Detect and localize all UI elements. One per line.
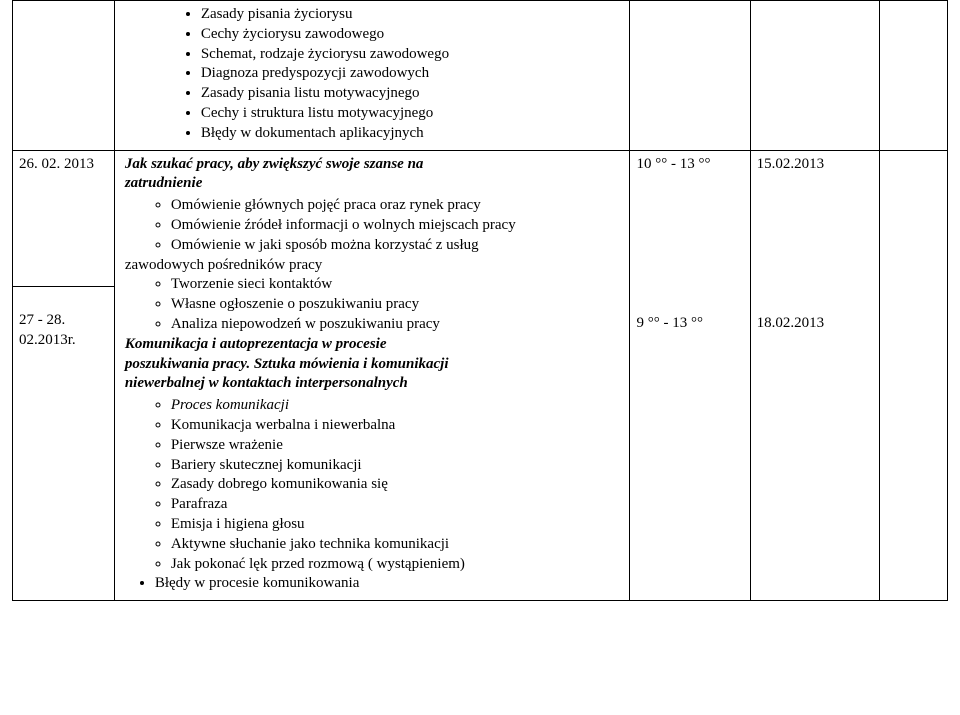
list-item: Błędy w procesie komunikowania bbox=[155, 574, 624, 594]
section-title: Komunikacja i autoprezentacja w procesie… bbox=[125, 335, 624, 394]
date-text: 26. 02. 2013 bbox=[19, 156, 94, 172]
list-item: Bariery skutecznej komunikacji bbox=[171, 456, 624, 476]
due-text: 15.02.2013 bbox=[757, 155, 873, 175]
section-title: Jak szukać pracy, aby zwiększyć swoje sz… bbox=[125, 155, 624, 195]
table-row: 26. 02. 2013 Jak szukać pracy, aby zwięk… bbox=[13, 150, 948, 287]
list-item: Analiza niepowodzeń w poszukiwaniu pracy bbox=[171, 315, 624, 335]
list-item: Jak pokonać lęk przed rozmową ( wystąpie… bbox=[171, 555, 624, 575]
list-item: Tworzenie sieci kontaktów bbox=[171, 275, 624, 295]
list-item: Własne ogłoszenie o poszukiwaniu pracy bbox=[171, 295, 624, 315]
time-text: 10 °° - 13 °° bbox=[636, 155, 743, 175]
cell-date: 27 - 28. 02.2013r. bbox=[13, 287, 115, 601]
bullet-list: Błędy w procesie komunikowania bbox=[121, 574, 624, 594]
time-text: 9 °° - 13 °° bbox=[636, 314, 743, 334]
table-row: Zasady pisania życiorysu Cechy życiorysu… bbox=[13, 1, 948, 151]
cell-due bbox=[750, 1, 879, 151]
list-item: Zasady pisania życiorysu bbox=[201, 5, 624, 25]
title-line: niewerbalnej w kontaktach interpersonaln… bbox=[125, 375, 408, 391]
list-item: Pierwsze wrażenie bbox=[171, 436, 624, 456]
cell-empty bbox=[879, 150, 947, 601]
list-item: Omówienie źródeł informacji o wolnych mi… bbox=[171, 216, 624, 236]
title-line: Jak szukać pracy, aby zwiększyć swoje sz… bbox=[125, 156, 424, 172]
list-item: Omówienie głównych pojęć praca oraz ryne… bbox=[171, 196, 624, 216]
list-item: Cechy i struktura listu motywacyjnego bbox=[201, 104, 624, 124]
continuation-line: zawodowych pośredników pracy bbox=[125, 256, 624, 276]
list-item: Aktywne słuchanie jako technika komunika… bbox=[171, 535, 624, 555]
bullet-list: Proces komunikacji Komunikacja werbalna … bbox=[121, 396, 624, 574]
list-item: Omówienie w jaki sposób można korzystać … bbox=[171, 236, 624, 256]
cell-time bbox=[630, 1, 750, 151]
list-item: Zasady pisania listu motywacyjnego bbox=[201, 84, 624, 104]
cell-main: Jak szukać pracy, aby zwiększyć swoje sz… bbox=[114, 150, 630, 601]
bullet-list: Tworzenie sieci kontaktów Własne ogłosze… bbox=[121, 275, 624, 334]
list-item: Zasady dobrego komunikowania się bbox=[171, 475, 624, 495]
cell-date: 26. 02. 2013 bbox=[13, 150, 115, 287]
title-line: Sztuka mówienia i komunikacji bbox=[250, 356, 448, 372]
cell-time: 10 °° - 13 °° 9 °° - 13 °° bbox=[630, 150, 750, 601]
list-item: Proces komunikacji bbox=[171, 396, 624, 416]
cell-date bbox=[13, 1, 115, 151]
title-line: zatrudnienie bbox=[125, 175, 203, 191]
cell-empty bbox=[879, 1, 947, 151]
schedule-table: Zasady pisania życiorysu Cechy życiorysu… bbox=[12, 0, 948, 601]
list-item: Parafraza bbox=[171, 495, 624, 515]
cell-due: 15.02.2013 18.02.2013 bbox=[750, 150, 879, 601]
page: Zasady pisania życiorysu Cechy życiorysu… bbox=[0, 0, 960, 715]
list-item: Emisja i higiena głosu bbox=[171, 515, 624, 535]
list-item: Komunikacja werbalna i niewerbalna bbox=[171, 416, 624, 436]
list-item: Schemat, rodzaje życiorysu zawodowego bbox=[201, 45, 624, 65]
list-item: Błędy w dokumentach aplikacyjnych bbox=[201, 124, 624, 144]
title-line: Komunikacja i autoprezentacja w procesie bbox=[125, 336, 387, 352]
date-text: 02.2013r. bbox=[19, 331, 108, 351]
due-text: 18.02.2013 bbox=[757, 314, 873, 334]
list-item: Diagnoza predyspozycji zawodowych bbox=[201, 64, 624, 84]
date-text: 27 - 28. bbox=[19, 311, 108, 331]
cell-main: Zasady pisania życiorysu Cechy życiorysu… bbox=[114, 1, 630, 151]
list-item: Cechy życiorysu zawodowego bbox=[201, 25, 624, 45]
title-line: poszukiwania pracy. bbox=[125, 356, 250, 372]
bullet-list: Zasady pisania życiorysu Cechy życiorysu… bbox=[121, 5, 624, 144]
bullet-list: Omówienie głównych pojęć praca oraz ryne… bbox=[121, 196, 624, 255]
